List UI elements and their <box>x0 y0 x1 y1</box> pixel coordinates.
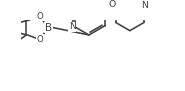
Text: B: B <box>45 23 52 33</box>
Text: O: O <box>37 35 43 44</box>
Text: O: O <box>37 12 43 21</box>
Text: O: O <box>109 0 116 9</box>
Text: N: N <box>69 22 76 31</box>
Text: N: N <box>142 1 148 10</box>
